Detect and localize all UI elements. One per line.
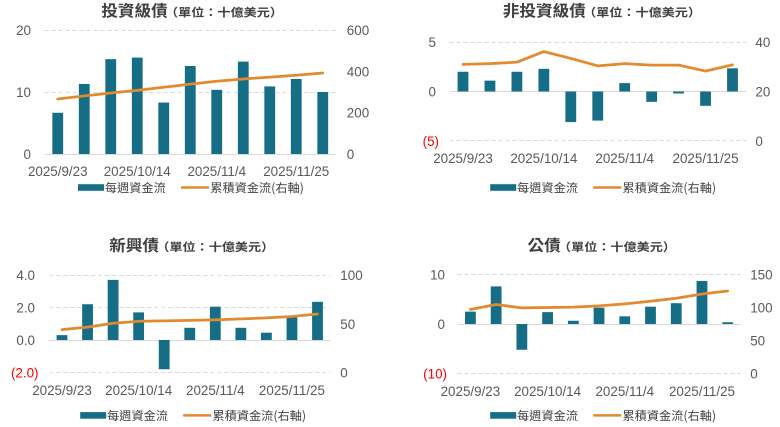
svg-text:0: 0 [755, 134, 762, 149]
svg-text:0.0: 0.0 [16, 333, 35, 348]
svg-text:(2.0): (2.0) [11, 366, 39, 381]
svg-text:50: 50 [750, 334, 765, 349]
svg-text:2.0: 2.0 [16, 301, 35, 316]
svg-text:2025/9/23: 2025/9/23 [441, 384, 501, 399]
svg-text:50: 50 [340, 317, 355, 332]
svg-text:2025/9/23: 2025/9/23 [28, 164, 88, 179]
svg-text:20: 20 [16, 23, 31, 38]
svg-text:20: 20 [755, 85, 770, 100]
svg-text:(10): (10) [423, 367, 447, 382]
svg-text:2025/9/23: 2025/9/23 [433, 151, 493, 166]
svg-text:2025/11/4: 2025/11/4 [595, 151, 654, 166]
svg-text:2025/10/14: 2025/10/14 [105, 383, 173, 398]
svg-text:0: 0 [438, 317, 445, 332]
svg-text:150: 150 [750, 268, 772, 283]
svg-text:5: 5 [429, 35, 436, 50]
svg-text:2025/11/4: 2025/11/4 [186, 383, 245, 398]
svg-text:2025/10/14: 2025/10/14 [514, 384, 582, 399]
svg-text:40: 40 [755, 35, 770, 50]
svg-text:0: 0 [750, 367, 757, 382]
svg-text:0: 0 [340, 366, 347, 381]
svg-text:200: 200 [347, 106, 369, 121]
svg-text:4.0: 4.0 [16, 268, 35, 283]
svg-text:10: 10 [16, 85, 31, 100]
svg-text:0: 0 [24, 147, 31, 162]
svg-text:2025/11/25: 2025/11/25 [673, 151, 739, 166]
svg-text:0: 0 [429, 85, 436, 100]
svg-text:2025/11/4: 2025/11/4 [187, 164, 246, 179]
svg-text:2025/10/14: 2025/10/14 [510, 151, 578, 166]
svg-text:100: 100 [750, 301, 772, 316]
svg-text:400: 400 [347, 64, 369, 79]
svg-text:2025/10/14: 2025/10/14 [104, 164, 172, 179]
svg-text:(5): (5) [423, 134, 439, 149]
svg-text:100: 100 [340, 268, 362, 283]
svg-text:0: 0 [347, 147, 354, 162]
svg-text:600: 600 [347, 23, 369, 38]
svg-text:2025/9/23: 2025/9/23 [32, 383, 92, 398]
svg-text:2025/11/25: 2025/11/25 [263, 164, 329, 179]
svg-text:10: 10 [430, 268, 445, 283]
svg-text:2025/11/4: 2025/11/4 [595, 384, 654, 399]
svg-text:2025/11/25: 2025/11/25 [669, 384, 735, 399]
svg-text:2025/11/25: 2025/11/25 [259, 383, 325, 398]
